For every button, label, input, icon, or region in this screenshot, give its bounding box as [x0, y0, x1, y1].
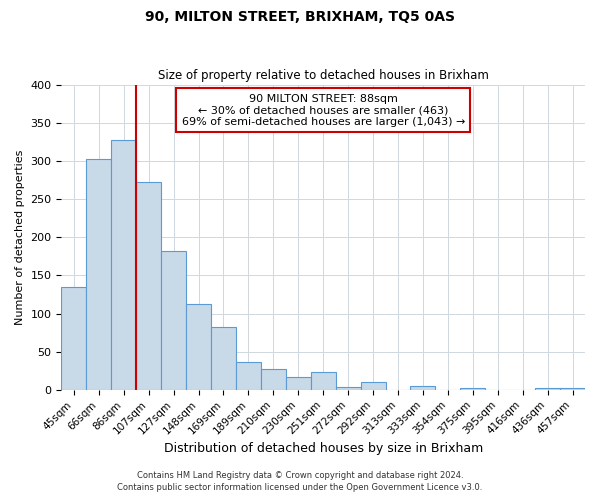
Title: Size of property relative to detached houses in Brixham: Size of property relative to detached ho… [158, 69, 488, 82]
Bar [460, 388, 485, 390]
Bar [211, 326, 236, 390]
Bar [236, 362, 261, 390]
Text: Contains HM Land Registry data © Crown copyright and database right 2024.
Contai: Contains HM Land Registry data © Crown c… [118, 471, 482, 492]
Bar [136, 182, 161, 390]
X-axis label: Distribution of detached houses by size in Brixham: Distribution of detached houses by size … [164, 442, 483, 455]
Bar [286, 377, 311, 390]
Text: 90 MILTON STREET: 88sqm
← 30% of detached houses are smaller (463)
69% of semi-d: 90 MILTON STREET: 88sqm ← 30% of detache… [182, 94, 465, 127]
Bar [335, 387, 361, 390]
Bar [311, 372, 335, 390]
Bar [560, 388, 585, 390]
Bar [186, 304, 211, 390]
Bar [86, 158, 111, 390]
Bar [361, 382, 386, 390]
Bar [410, 386, 436, 390]
Bar [111, 140, 136, 390]
Bar [261, 370, 286, 390]
Bar [61, 287, 86, 390]
Bar [161, 251, 186, 390]
Text: 90, MILTON STREET, BRIXHAM, TQ5 0AS: 90, MILTON STREET, BRIXHAM, TQ5 0AS [145, 10, 455, 24]
Bar [535, 388, 560, 390]
Y-axis label: Number of detached properties: Number of detached properties [15, 150, 25, 325]
